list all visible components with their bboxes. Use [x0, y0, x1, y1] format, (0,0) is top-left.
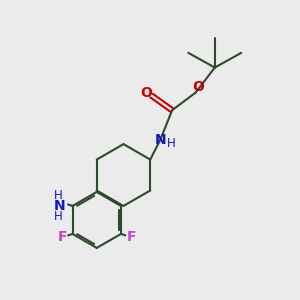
Text: H: H [53, 188, 62, 202]
Text: H: H [53, 210, 62, 223]
Text: F: F [57, 230, 67, 244]
Text: N: N [154, 133, 166, 147]
Text: N: N [53, 199, 65, 213]
Text: H: H [167, 137, 176, 150]
Text: O: O [140, 86, 152, 100]
Text: O: O [192, 80, 204, 94]
Text: F: F [127, 230, 136, 244]
